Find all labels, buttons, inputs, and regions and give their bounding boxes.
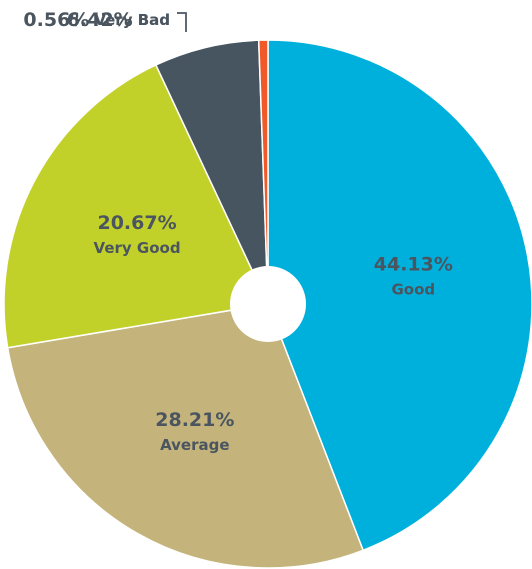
leader-line: [177, 12, 187, 32]
slice-value-label: 28.21%: [155, 409, 234, 431]
slice-value-label: 44.13%: [374, 253, 453, 275]
center-hole: [230, 266, 306, 342]
slice-category-label: Bad: [138, 11, 170, 29]
pie-slice: [6, 303, 365, 569]
slice-label: 6.42% Bad: [67, 9, 170, 31]
slice-category-label: Average: [160, 436, 229, 454]
slice-label: 0.56% Very Bad: [23, 9, 170, 31]
slice-value-label: 20.67%: [97, 212, 176, 234]
slice-category-label: Very Bad: [94, 11, 170, 29]
slice-value-label: 6.42%: [67, 9, 133, 31]
slice-category-label: Good: [392, 280, 436, 298]
slice-value-label: 0.56%: [23, 9, 89, 31]
leader-line: [177, 12, 187, 32]
slice-category-label: Very Good: [94, 239, 181, 257]
pie-slice: [257, 39, 269, 305]
pie-slice: [3, 63, 270, 349]
pie-slice: [267, 39, 532, 552]
